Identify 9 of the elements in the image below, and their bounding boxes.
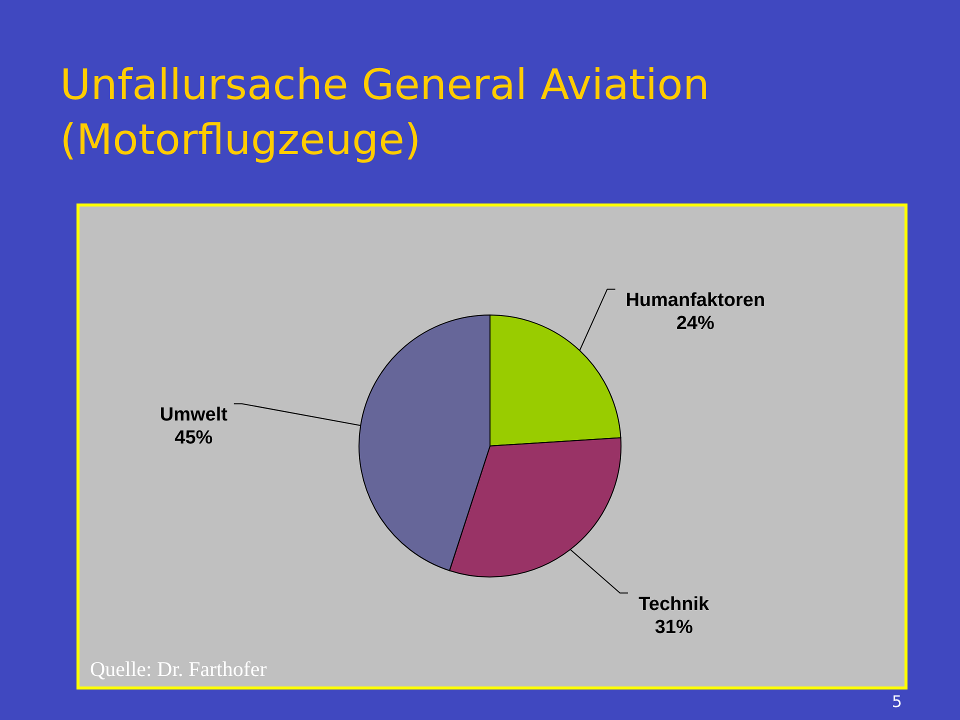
text: 5 xyxy=(892,692,902,711)
data-label: 45% xyxy=(174,428,213,449)
slice-label: Umwelt xyxy=(160,404,228,426)
slice-label: Technik xyxy=(638,594,710,616)
source-note: Quelle: Dr. Farthofer xyxy=(90,657,267,681)
chart-title: Unfallursache General Aviation (Motorflugzeuge) xyxy=(60,60,710,164)
data-label: 31% xyxy=(654,617,693,638)
slice-label: Humanfaktoren xyxy=(626,290,766,312)
data-label: 24% xyxy=(676,313,714,334)
